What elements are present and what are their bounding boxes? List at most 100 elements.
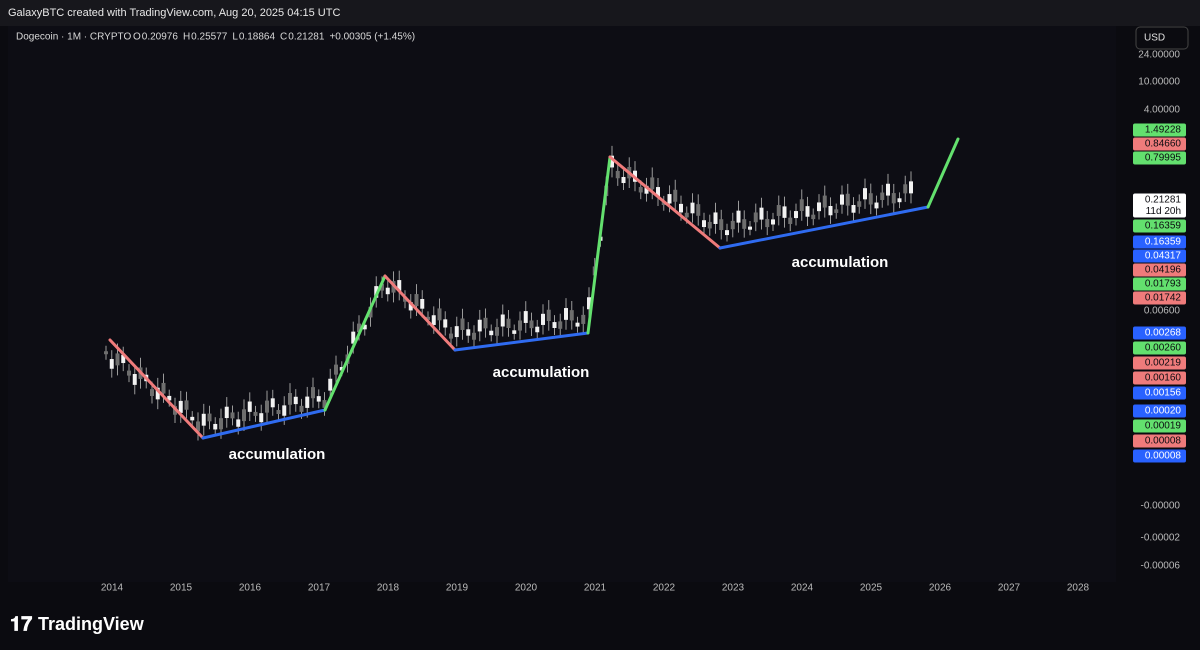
candle-body [776,205,781,216]
candle-body [104,351,108,355]
badge-text: 0.00268 [1145,328,1182,339]
badge-sub: 11d 20h [1146,206,1181,217]
trend-line [108,338,205,440]
candle-body [132,374,137,385]
candle-body [834,209,839,213]
price-badge [1133,356,1186,370]
price-badge [1133,291,1186,305]
price-label: 4.00000 [1144,105,1181,116]
candle-body [730,220,735,230]
candle-body [541,313,545,325]
time-label: 2014 [101,583,124,594]
candle-body [414,294,419,306]
candle-body [650,177,655,190]
badge-text: 0.00160 [1145,373,1182,384]
candle-body [782,206,787,218]
price-label: -0.00002 [1141,533,1181,544]
price-badge [1133,151,1186,165]
candle-body [454,326,459,338]
candle-body [575,322,580,327]
candle-body [230,412,235,419]
candle-body [799,199,804,211]
candle-body [506,318,511,329]
badge-text: 0.00260 [1145,343,1182,354]
candle-body [811,214,816,220]
candle-body [753,212,758,223]
candle-body [713,212,718,224]
candle-body [397,280,402,291]
candle-body [334,364,338,375]
price-badge [1133,404,1186,418]
candle-body [656,187,660,198]
candle-body [673,189,678,202]
candle-body [868,193,873,205]
currency-box[interactable] [1135,26,1189,50]
trend-line [201,408,327,440]
candle-body [696,204,701,216]
candle-body [437,308,442,321]
candle-body [535,326,540,333]
candle-body [851,205,856,213]
price-label: 10.00000 [1138,77,1180,88]
candle-body [207,413,212,422]
candle-body [293,396,298,405]
trend-line [926,137,960,209]
candle-body [431,315,436,325]
candle-body [748,226,752,230]
price-label: -0.00000 [1141,501,1181,512]
badge-text: 0.00156 [1145,388,1182,399]
time-label: 2015 [170,583,193,594]
candle-body [190,416,195,421]
price-badge [1133,449,1186,463]
trend-line [383,274,457,352]
candle-body [880,192,885,201]
candle-body [552,322,557,328]
candle-body [276,409,281,414]
candle-body [247,401,252,412]
candle-body [420,299,425,309]
badge-text: 0.00008 [1145,436,1182,447]
price-badge [1133,235,1186,249]
price-badge [1133,249,1186,263]
badge-text: 0.00008 [1145,451,1182,462]
trend-line [608,155,722,250]
currency: USD [1144,33,1165,44]
candle-body [897,198,902,203]
price-badge [1133,193,1186,218]
badge-text: 0.84660 [1145,139,1182,150]
price-label: -0.00006 [1141,561,1181,572]
candle-body [684,212,689,218]
candle-body [477,319,482,332]
candle-body [109,359,114,369]
candle-body [328,378,333,391]
badge-text: 1.49228 [1145,125,1182,136]
candle-body [805,206,810,217]
candle-body [288,392,292,405]
badge-text: 0.01742 [1145,293,1182,304]
trend-line [323,274,387,412]
price-badge [1133,434,1186,448]
trend-line [718,205,930,250]
trend-line [586,155,612,335]
badge-text: 0.00019 [1145,421,1182,432]
symbol: Dogecoin · 1M · CRYPTO [16,32,131,43]
candle-body [253,411,258,416]
candle-body [184,400,189,410]
candle-body [259,413,264,423]
candle-body [771,219,775,225]
candle-body [765,218,770,228]
time-label: 2027 [998,583,1021,594]
time-label: 2020 [515,583,538,594]
candle-body [891,193,896,204]
candle-body [788,217,793,224]
candle-body [667,194,672,204]
price-badge [1133,326,1186,340]
candle-body [759,207,764,220]
candle-body [828,206,833,216]
candle-body [115,353,120,366]
logo: TradingView [38,614,145,634]
candle-body [903,184,908,194]
candle-body [316,396,321,402]
time-label: 2017 [308,583,331,594]
